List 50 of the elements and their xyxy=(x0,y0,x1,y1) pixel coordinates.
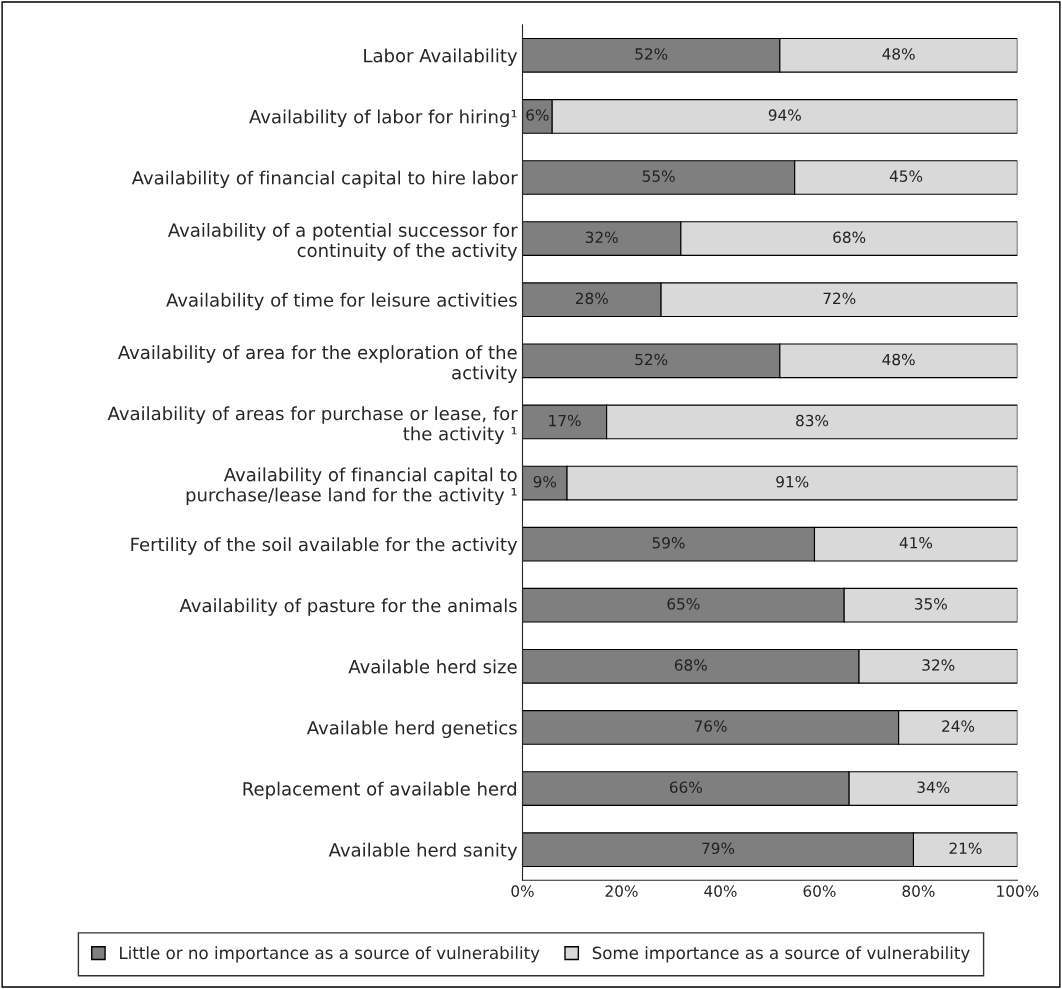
x-tick-label: 0% xyxy=(511,885,534,897)
data-label: 91% xyxy=(776,475,809,488)
data-label: 17% xyxy=(549,414,581,427)
x-tick-label: 80% xyxy=(902,885,935,897)
data-label: 21% xyxy=(949,842,982,855)
y-tick-label: Fertility of the soil available for the activity xyxy=(131,537,518,555)
y-tick-label: Availability of areas for purchase or lease, for the activity ¹ xyxy=(107,406,518,445)
x-tick-label: 20% xyxy=(605,885,638,897)
y-tick-label: Availability of pasture for the animals xyxy=(179,598,517,616)
data-label: 35% xyxy=(914,598,947,610)
data-label: 94% xyxy=(768,109,801,121)
legend-label: Some importance as a source of vulnerability xyxy=(592,946,970,963)
data-label: 24% xyxy=(942,720,975,732)
y-tick-label: Availability of financial capital to purchase/lease land for the activity ¹ xyxy=(186,467,517,506)
data-label: 48% xyxy=(882,353,915,366)
y-tick-label: Availability of time for leisure activities xyxy=(166,292,517,311)
y-tick-label: Availability of labor for hiring¹ xyxy=(249,109,517,127)
x-tick-label: 100% xyxy=(997,885,1039,897)
y-tick-label: Available herd sanity xyxy=(328,842,518,861)
y-tick-label: Labor Availability xyxy=(364,48,518,66)
data-label: 32% xyxy=(922,659,955,671)
y-tick-label: Available herd size xyxy=(348,659,517,674)
data-label: 68% xyxy=(674,659,707,671)
x-tick-label: 60% xyxy=(803,885,836,897)
y-tick-label: Replacement of available herd xyxy=(243,781,516,800)
data-label: 32% xyxy=(585,231,618,244)
legend-label: Little or no importance as a source of vulnerability xyxy=(120,946,540,963)
data-label: 65% xyxy=(667,598,700,610)
y-tick-label: Available herd genetics xyxy=(306,720,517,739)
data-label: 9% xyxy=(533,475,557,488)
data-label: 45% xyxy=(889,170,923,182)
data-label: 76% xyxy=(694,720,727,732)
data-label: 41% xyxy=(899,537,933,549)
y-tick-label: Availability of a potential successor for continuity of the activity xyxy=(167,223,518,261)
data-label: 68% xyxy=(833,231,866,244)
x-tick-label: 40% xyxy=(704,885,737,897)
data-label: 52% xyxy=(635,48,668,60)
y-tick-label: Availability of financial capital to hire labor xyxy=(131,170,518,189)
data-label: 52% xyxy=(635,353,668,366)
data-label: 59% xyxy=(652,537,685,549)
data-label: 48% xyxy=(882,48,915,60)
data-label: 6% xyxy=(526,109,549,121)
data-label: 79% xyxy=(702,842,735,855)
data-label: 83% xyxy=(796,414,829,427)
y-tick-label: Availability of area for the exploration of the activity xyxy=(117,345,518,383)
data-label: 55% xyxy=(642,170,675,182)
data-label: 34% xyxy=(917,781,950,793)
data-label: 72% xyxy=(823,292,856,305)
data-label: 66% xyxy=(669,781,702,793)
data-label: 28% xyxy=(575,292,608,305)
